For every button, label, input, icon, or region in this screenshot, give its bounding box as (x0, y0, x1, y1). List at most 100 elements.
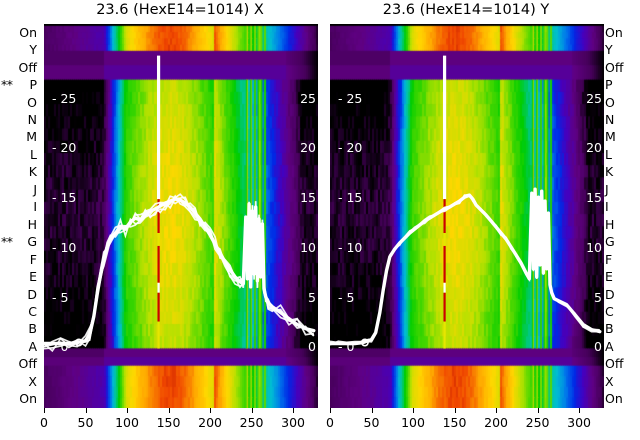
x-tick-label-250: 250 (525, 415, 550, 430)
inner-ytick-left-10: - 10 (52, 239, 77, 255)
data-trace-repeat-2 (44, 194, 314, 348)
inner-ytick-right-5: 5 (308, 289, 316, 305)
inner-ytick-left-10: - 10 (338, 239, 363, 255)
category-label-m-6: M (26, 129, 37, 145)
category-label-e-14: E (605, 269, 613, 285)
category-label-p-3: P (605, 77, 613, 93)
category-label-y-1: Y (605, 42, 613, 58)
inner-ytick-left-25: - 25 (338, 90, 363, 106)
category-label-off-2: Off (18, 59, 37, 75)
panel-title-y: 23.6 (HexE14=1014) Y (382, 2, 550, 18)
category-label-i-10: I (605, 199, 609, 215)
category-label-d-15: D (27, 286, 37, 302)
inner-ytick-right-5: 5 (594, 289, 602, 305)
heatmap-canvas (44, 24, 318, 408)
category-label-x-20: X (605, 373, 614, 389)
x-tick-mark-250 (251, 408, 253, 413)
data-trace-repeat-3 (44, 196, 315, 349)
x-tick-mark-150 (168, 408, 170, 413)
category-label-y-1: Y (29, 42, 37, 58)
data-trace-x (44, 197, 316, 346)
category-label-g-12: G (605, 234, 615, 250)
category-label-g-12: G (27, 234, 37, 250)
x-tick-mark-200 (210, 408, 212, 413)
category-label-o-4: O (605, 94, 615, 110)
inner-ytick-left-20: - 20 (338, 140, 363, 156)
x-tick-label-0: 0 (326, 415, 334, 430)
x-tick-label-150: 150 (442, 415, 467, 430)
inner-ytick-left-0: - 0 (52, 339, 69, 355)
category-label-c-16: C (605, 304, 614, 319)
inner-ytick-left-25: - 25 (52, 90, 77, 106)
x-tick-mark-300 (579, 408, 581, 413)
inner-ytick-right-25: 25 (586, 90, 602, 106)
category-label-k-8: K (605, 164, 614, 180)
data-trace-repeat-1 (44, 193, 315, 350)
panel-separator (318, 24, 330, 408)
x-tick-label-200: 200 (484, 415, 508, 430)
category-label-on-21: On (605, 391, 623, 407)
category-label-d-15: D (605, 286, 615, 302)
x-tick-label-50: 50 (77, 415, 94, 430)
inner-ytick-right-20: 20 (586, 140, 602, 156)
data-trace-repeat-1 (330, 190, 600, 346)
baseline-marker (360, 338, 369, 347)
inner-ytick-left-15: - 15 (52, 190, 77, 206)
trace-overlay (44, 55, 316, 353)
x-tick-mark-150 (454, 408, 456, 413)
inner-ytick-right-15: 15 (300, 190, 316, 206)
inner-ytick-left-5: - 5 (338, 289, 355, 305)
inner-ytick-left-20: - 20 (52, 140, 77, 156)
category-label-n-5: N (27, 112, 37, 127)
inner-ytick-left-15: - 15 (338, 190, 363, 206)
x-tick-label-300: 300 (567, 415, 592, 430)
category-label-f-13: F (605, 251, 613, 267)
x-tick-mark-0 (44, 408, 45, 413)
x-tick-mark-50 (85, 408, 87, 413)
category-label-e-14: E (29, 269, 37, 285)
category-label-off-2: Off (605, 59, 624, 75)
inner-ytick-right-0: 0 (594, 339, 602, 355)
category-label-j-9: J (605, 181, 609, 197)
category-label-p-3: P (29, 77, 37, 93)
inner-ytick-right-25: 25 (300, 90, 316, 106)
category-label-b-17: B (28, 321, 37, 337)
category-label-k-8: K (28, 164, 37, 180)
heatmap-panel-y[interactable]: - 0 0 - 5 5 - 10 10 - 15 15 - 20 20 - 25 25 (330, 24, 604, 408)
x-tick-label-50: 50 (363, 415, 380, 430)
x-tick-mark-200 (496, 408, 498, 413)
category-label-off-19: Off (18, 356, 37, 372)
category-label-c-16: C (28, 304, 37, 319)
x-tick-label-250: 250 (239, 415, 264, 430)
category-label-a-18: A (605, 338, 614, 354)
category-label-on-21: On (19, 391, 37, 407)
category-star-marker-p: ** (1, 77, 13, 93)
x-tick-label-100: 100 (115, 415, 139, 430)
category-label-h-11: H (605, 216, 615, 232)
category-star-marker-g: ** (1, 234, 13, 250)
heatmap-panel-x[interactable]: - 0 0 - 5 5 - 10 10 - 15 15 - 20 20 - 25 25 (44, 24, 318, 408)
panel-title-x: 23.6 (HexE14=1014) X (96, 2, 264, 18)
category-label-b-17: B (605, 321, 614, 337)
x-tick-label-100: 100 (401, 415, 425, 430)
category-label-l-7: L (605, 146, 612, 162)
inner-ytick-right-15: 15 (586, 190, 602, 206)
trace-overlay (330, 55, 602, 349)
data-trace-repeat-0 (330, 189, 600, 346)
baseline-marker (74, 338, 83, 347)
heatmap-canvas (330, 24, 604, 408)
inner-ytick-left-0: - 0 (338, 339, 355, 355)
x-tick-label-0: 0 (40, 415, 48, 430)
x-tick-mark-300 (293, 408, 295, 413)
x-axis-panel-x: 0 50 100 150 200 250 300 (40, 408, 318, 440)
category-label-j-9: J (33, 181, 37, 197)
x-tick-mark-100 (127, 408, 129, 413)
data-trace-y (330, 187, 602, 346)
x-tick-mark-250 (537, 408, 539, 413)
x-tick-label-200: 200 (198, 415, 222, 430)
inner-ytick-right-10: 10 (300, 239, 316, 255)
category-label-i-10: I (33, 199, 37, 215)
x-tick-label-300: 300 (281, 415, 306, 430)
category-label-m-6: M (605, 129, 616, 145)
